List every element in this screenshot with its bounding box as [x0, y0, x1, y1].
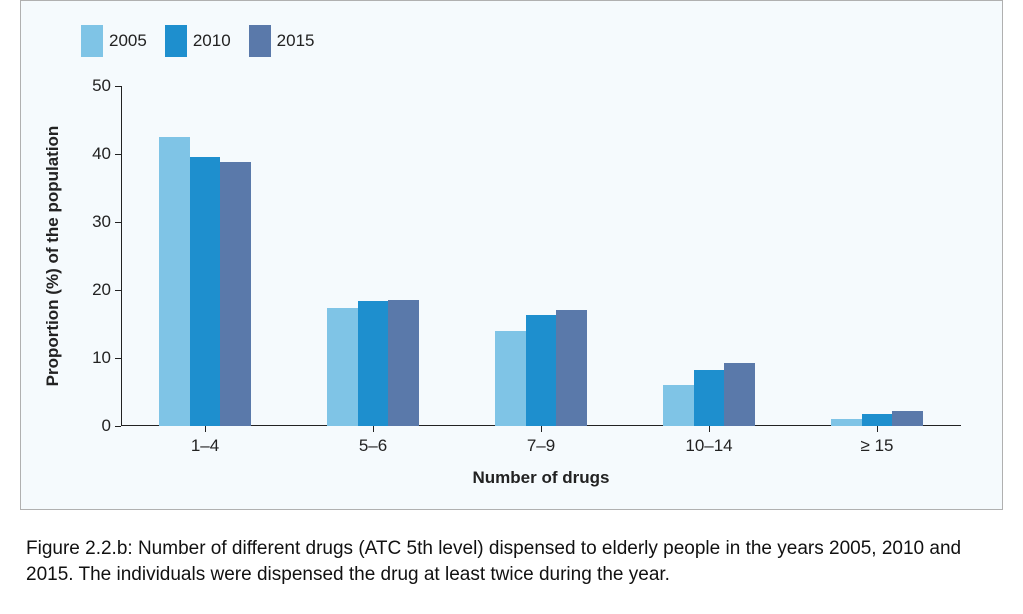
legend-swatch [165, 25, 187, 57]
x-tick-label: ≥ 15 [861, 426, 894, 456]
bar [388, 300, 419, 426]
legend: 2005 2010 2015 [81, 25, 314, 57]
x-tick-label: 5–6 [359, 426, 387, 456]
bar [831, 419, 862, 426]
legend-swatch [81, 25, 103, 57]
y-axis-title: Proportion (%) of the population [43, 126, 63, 387]
y-tick-label: 0 [102, 416, 121, 436]
figure-container: 200520102015 Proportion (%) of the popul… [0, 0, 1023, 607]
y-tick-label: 20 [92, 280, 121, 300]
legend-swatch [249, 25, 271, 57]
legend-label: 2010 [193, 31, 231, 51]
bar [556, 310, 587, 426]
y-axis-line [121, 86, 122, 426]
plot-area: Number of drugs 010203040501–45–67–910–1… [121, 86, 961, 426]
bar [862, 414, 893, 426]
bar [724, 363, 755, 426]
bar [159, 137, 190, 426]
bar [526, 315, 557, 426]
y-tick-label: 50 [92, 76, 121, 96]
chart-frame: 200520102015 Proportion (%) of the popul… [20, 0, 1003, 510]
x-tick-label: 10–14 [685, 426, 732, 456]
bar [327, 308, 358, 426]
legend-label: 2015 [277, 31, 315, 51]
y-tick-label: 40 [92, 144, 121, 164]
bar [190, 157, 221, 426]
bar [663, 385, 694, 426]
bar [694, 370, 725, 426]
bar [220, 162, 251, 426]
x-tick-label: 1–4 [191, 426, 219, 456]
bar [892, 411, 923, 426]
legend-label: 2005 [109, 31, 147, 51]
bar [358, 301, 389, 426]
figure-caption: Figure 2.2.b: Number of different drugs … [20, 510, 1003, 587]
legend-item: 2015 [249, 25, 315, 57]
x-tick-label: 7–9 [527, 426, 555, 456]
legend-item: 2005 [81, 25, 147, 57]
legend-item: 2010 [165, 25, 231, 57]
bar [495, 331, 526, 426]
y-tick-label: 10 [92, 348, 121, 368]
y-tick-label: 30 [92, 212, 121, 232]
